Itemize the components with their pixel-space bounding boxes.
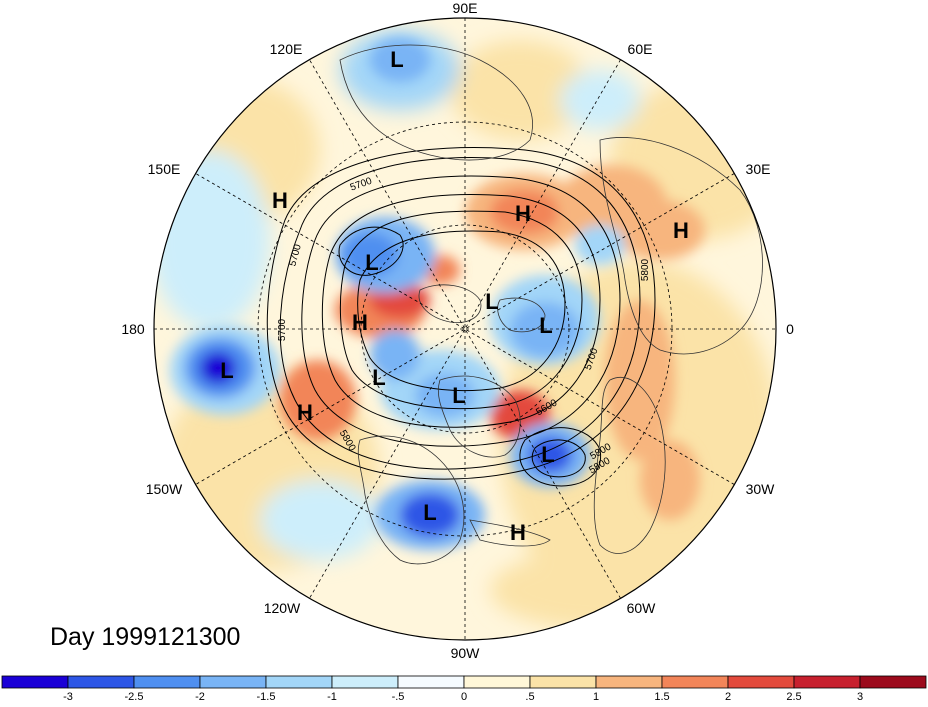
colorbar-swatch — [265, 675, 333, 689]
low-center-label: L — [220, 358, 233, 383]
colorbar-tick-label: 0 — [461, 691, 467, 702]
pressure-centers: L H H L H L H L L L L H L L H — [220, 47, 689, 545]
anomaly-field — [154, 18, 776, 640]
colorbar-tick-label: -2 — [195, 691, 205, 702]
colorbar-swatch — [67, 675, 135, 689]
lon-label-180: 180 — [121, 321, 145, 337]
lon-label-120e: 120E — [270, 41, 303, 57]
colorbar-tick-label: .5 — [525, 691, 534, 702]
lon-label-120w: 120W — [264, 600, 301, 616]
low-center-label: L — [452, 383, 465, 408]
low-center-label: L — [390, 47, 403, 72]
colorbar-tick-label: 2.5 — [786, 691, 801, 702]
lon-label-150e: 150E — [148, 161, 181, 177]
high-center-label: H — [272, 188, 288, 213]
lon-label-30w: 30W — [746, 481, 776, 497]
colorbar-swatch — [133, 675, 201, 689]
map-title: Day 1999121300 — [50, 623, 240, 651]
lon-label-90e: 90E — [453, 0, 478, 16]
high-center-label: H — [673, 218, 689, 243]
high-center-label: H — [297, 400, 313, 425]
colorbar-tick-label: -1.5 — [257, 691, 276, 702]
colorbar-swatch — [859, 675, 927, 689]
lon-label-30e: 30E — [746, 161, 771, 177]
colorbar-swatch — [199, 675, 267, 689]
colorbar-swatch — [529, 675, 597, 689]
low-center-label: L — [365, 250, 378, 275]
lon-label-60e: 60E — [628, 41, 653, 57]
colorbar-swatch — [727, 675, 795, 689]
colorbar-tick-label: -3 — [63, 691, 73, 702]
colorbar-swatch — [463, 675, 531, 689]
contour-label: 5800 — [640, 258, 651, 281]
coastlines — [339, 44, 763, 565]
longitude-labels: 90E 60E 30E 0 30W 60W 90W 120W 150W 180 … — [121, 0, 794, 661]
colorbar-tick-label: -2.5 — [125, 691, 144, 702]
colorbar-swatch — [331, 675, 399, 689]
low-center-label: L — [485, 289, 498, 314]
colorbar-tick-label: 3 — [857, 691, 863, 702]
colorbar-tick-label: 1 — [593, 691, 599, 702]
low-center-label: L — [539, 313, 552, 338]
low-center-label: L — [541, 442, 554, 467]
map-boundary — [153, 17, 777, 641]
lon-label-0: 0 — [786, 321, 794, 337]
colorbar-swatch — [595, 675, 663, 689]
colorbar-swatch — [1, 675, 69, 689]
colorbar-tick-label: 1.5 — [654, 691, 669, 702]
colorbar-tick-label: -1 — [327, 691, 337, 702]
lon-label-150w: 150W — [146, 481, 183, 497]
high-center-label: H — [352, 310, 368, 335]
colorbar-swatch — [661, 675, 729, 689]
low-center-label: L — [423, 500, 436, 525]
colorbar-tick-label: 2 — [725, 691, 731, 702]
contour-label: 5700 — [277, 318, 288, 341]
colorbar-tick-label: -.5 — [392, 691, 405, 702]
colorbar: -3 -2.5 -2 -1.5 -1 -.5 0 .5 1 1.5 2 2.5 3 — [1, 675, 927, 703]
low-center-label: L — [372, 365, 385, 390]
colorbar-swatch — [397, 675, 465, 689]
lon-label-60w: 60W — [627, 600, 657, 616]
high-center-label: H — [515, 201, 531, 226]
graticule — [154, 18, 776, 640]
lon-label-90w: 90W — [451, 645, 481, 661]
high-center-label: H — [510, 520, 526, 545]
colorbar-swatch — [793, 675, 861, 689]
